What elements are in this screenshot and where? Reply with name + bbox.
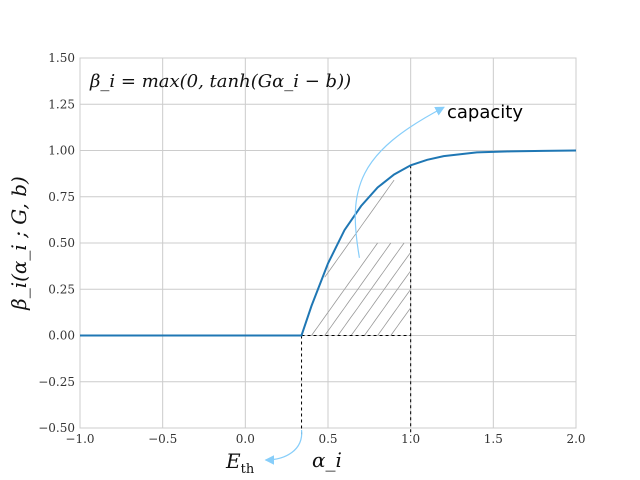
hatch-line [337,242,405,336]
hatch-line [324,179,395,278]
x-tick-label: 1.0 [401,432,420,446]
annotations [264,106,445,465]
y-tick-label: 0.00 [48,329,75,343]
x-tick-label: 1.5 [484,432,503,446]
y-tick-label: 0.50 [48,236,75,250]
y-tick-label: 1.00 [48,144,75,158]
x-tick-label: −0.5 [148,432,177,446]
y-tick-label: −0.50 [38,421,75,435]
hatch-line [377,289,412,336]
hatch-line [311,242,378,336]
capacity-arrow [354,106,445,258]
y-tick-labels: 1.50 1.25 1.00 0.75 0.50 0.25 0.00 −0.25 −0.50 [38,51,75,435]
hatch-line [364,270,412,336]
e-th-main: E [225,449,241,473]
x-tick-label: 0.0 [236,432,255,446]
y-tick-label: 1.25 [48,97,75,111]
y-tick-label: 1.50 [48,51,75,65]
x-tick-label: −1.0 [65,432,94,446]
hatch-line [324,242,392,336]
x-tick-label: 2.0 [566,432,585,446]
series-line [80,149,577,337]
dashed-guides [301,165,412,436]
y-tick-label: 0.25 [48,282,75,296]
e-th-label: Eth [225,449,255,477]
hatch-line [390,307,412,336]
e-th-sub: th [241,462,255,477]
x-tick-label: 0.5 [318,432,337,446]
hatch-line [350,252,412,336]
formula-label: β_i = max(0, tanh(Gα_i − b)) [89,71,351,92]
y-tick-label: 0.75 [48,190,75,204]
capacity-label: capacity [447,102,523,123]
e-th-arrow [264,429,303,465]
hatched-region [311,179,412,336]
x-axis-label: α_i [312,448,342,472]
y-tick-label: −0.25 [38,375,75,389]
x-tick-labels: −1.0 −0.5 0.0 0.5 1.0 1.5 2.0 [65,432,585,446]
y-axis-label: β_i(α_i ; G, b) [7,176,31,311]
series-group [80,149,577,337]
